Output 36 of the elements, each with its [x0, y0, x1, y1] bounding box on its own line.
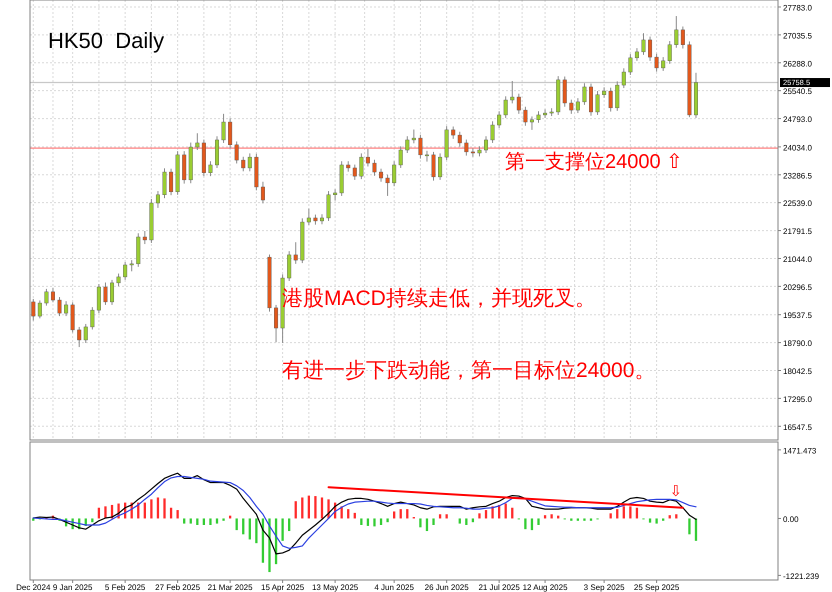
x-tick-label: 13 May 2025	[312, 583, 359, 592]
x-tick-label: 4 Jun 2025	[374, 583, 414, 592]
y-tick-label: 20296.5	[783, 282, 812, 292]
x-tick-label: 3 Sep 2025	[584, 583, 626, 592]
y-tick-label: 23286.5	[783, 171, 812, 180]
annotation: 第一支撑位24000 ⇧	[505, 151, 684, 173]
y-tick-label: 24793.0	[783, 115, 812, 124]
annotation: ⇩	[670, 483, 682, 500]
y-tick-label: 27035.5	[783, 31, 812, 40]
x-tick-label: 15 Apr 2025	[261, 583, 305, 592]
y-tick-label: 18790.0	[783, 339, 812, 348]
y-tick-label: 1471.473	[783, 446, 817, 456]
x-tick-label: Dec 2024	[16, 583, 51, 592]
y-tick-label: 16547.5	[783, 422, 812, 432]
x-tick-label: 5 Feb 2025	[104, 583, 146, 592]
y-tick-label: 21044.0	[783, 254, 812, 264]
y-tick-label: 24034.0	[783, 143, 812, 152]
y-tick-label: 27783.0	[783, 3, 812, 12]
y-tick-label: 25540.5	[783, 87, 812, 96]
x-tick-label: 21 Jul 2025	[478, 583, 520, 592]
y-tick-label: 0.00	[783, 514, 800, 524]
x-tick-label: 21 Mar 2025	[208, 583, 254, 592]
y-tick-label: 26288.0	[783, 59, 812, 68]
y-tick-label: 17295.0	[783, 394, 812, 404]
x-tick-label: 27 Feb 2025	[155, 583, 201, 592]
y-tick-label: 19537.5	[783, 311, 812, 320]
x-tick-label: 26 Jun 2025	[424, 583, 470, 592]
x-tick-label: 9 Jan 2025	[52, 583, 93, 592]
x-tick-label: 12 Aug 2025	[522, 583, 568, 592]
annotation: 有进一步下跌动能，第一目标位24000。	[282, 359, 656, 382]
y-tick-label: -1221.239	[783, 572, 820, 581]
y-tick-label: 22539.0	[783, 199, 812, 208]
y-tick-label: 18042.5	[783, 366, 812, 376]
x-tick-label: 25 Sep 2025	[634, 583, 680, 592]
text: HK50 Daily	[48, 28, 164, 53]
y-tick-label: 21791.5	[783, 227, 812, 236]
